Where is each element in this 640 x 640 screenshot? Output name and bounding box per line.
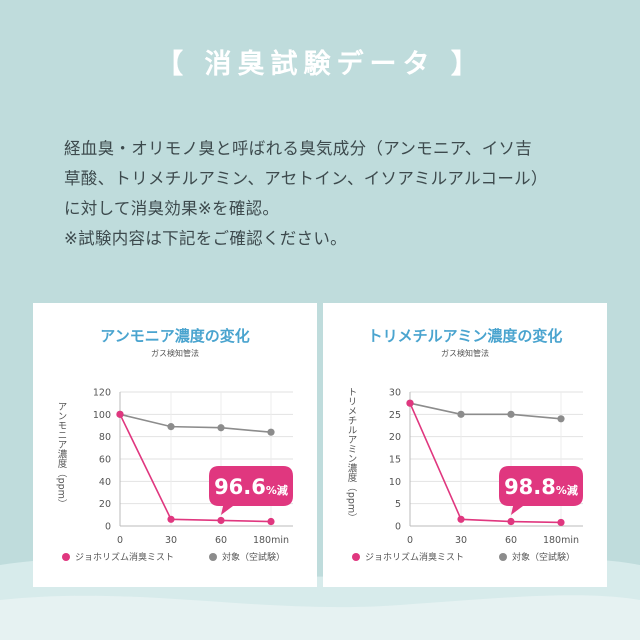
y-tick-label: 40 <box>99 477 111 488</box>
data-point-control <box>217 424 225 432</box>
page-title: 【 消臭試験データ 】 <box>156 49 484 80</box>
y-tick-label: 60 <box>99 455 111 466</box>
data-point-control <box>267 428 275 436</box>
y-tick-label: 5 <box>395 499 401 510</box>
data-point-mist <box>116 410 124 418</box>
trimethylamine-chart-panel: トリメチルアミン濃度の変化 ガス検知管法 0 5 10 15 20 25 30 0 30 60 18… <box>323 303 607 587</box>
chart-title: トリメチルアミン濃度の変化 <box>367 327 563 345</box>
y-tick-label: 10 <box>389 477 401 488</box>
reduction-suffix: 減 <box>277 483 288 497</box>
reduction-value: 98.8 <box>504 475 556 499</box>
chart-title: アンモニア濃度の変化 <box>100 327 250 345</box>
data-point-mist <box>507 517 515 526</box>
x-tick-label: 30 <box>455 535 467 546</box>
series-line-mist <box>119 413 272 523</box>
y-tick-label: 15 <box>389 455 401 466</box>
x-tick-label: 60 <box>215 535 227 546</box>
data-point-mist <box>217 516 225 525</box>
legend-marker-mist <box>62 553 70 561</box>
description-line: に対して消臭効果※を確認。 <box>64 199 280 218</box>
data-point-mist <box>557 518 565 527</box>
y-tick-label: 20 <box>389 432 401 443</box>
legend-marker-control <box>499 553 507 561</box>
legend-label-control: 対象（空試験） <box>512 551 575 563</box>
y-tick-label: 25 <box>389 410 401 421</box>
y-tick-label: 0 <box>105 522 111 533</box>
x-tick-label: 60 <box>505 535 517 546</box>
y-axis-label: トリメチルアミン濃度（ppm） <box>346 387 358 522</box>
legend-label-mist: ジョホリズム消臭ミスト <box>75 551 174 563</box>
reduction-unit: % <box>556 484 567 497</box>
series-line-mist <box>409 402 562 524</box>
reduction-suffix: 減 <box>567 483 578 497</box>
data-point-mist <box>457 515 465 523</box>
data-point-mist <box>267 517 275 526</box>
data-point-control <box>457 410 465 418</box>
data-point-control <box>167 423 175 431</box>
data-point-mist <box>406 399 414 407</box>
trimethylamine-chart: 0 5 10 15 20 25 30 0 30 60 180min トリメチルアミン濃度（ppm） 98… <box>346 387 583 563</box>
y-tick-label: 100 <box>93 410 111 421</box>
ammonia-chart: 0 20 40 60 80 100 120 0 30 60 180min アンモニア濃度（ppm） 96… <box>56 388 293 563</box>
data-point-mist <box>167 515 175 523</box>
chart-subtitle: ガス検知管法 <box>441 349 489 358</box>
x-tick-label: 0 <box>407 535 413 546</box>
legend-label-mist: ジョホリズム消臭ミスト <box>365 551 464 563</box>
y-tick-label: 30 <box>389 388 401 399</box>
reduction-label: 96.6%減 <box>214 475 288 499</box>
y-tick-label: 0 <box>395 522 401 533</box>
reduction-value: 96.6 <box>214 475 266 499</box>
reduction-badge <box>499 466 583 515</box>
description-line: 経血臭・オリモノ臭と呼ばれる臭気成分（アンモニア、イソ吉 <box>64 139 533 158</box>
data-point-control <box>507 410 515 418</box>
description: 経血臭・オリモノ臭と呼ばれる臭気成分（アンモニア、イソ吉 草酸、トリメチルアミン… <box>64 134 584 254</box>
series-line-control <box>409 402 562 420</box>
description-line: ※試験内容は下記をご確認ください。 <box>64 229 347 248</box>
y-tick-label: 80 <box>99 432 111 443</box>
reduction-label: 98.8%減 <box>504 475 578 499</box>
x-tick-label: 180min <box>543 535 579 546</box>
y-axis-label: アンモニア濃度（ppm） <box>56 402 68 509</box>
ammonia-chart-panel: アンモニア濃度の変化 ガス検知管法 0 20 40 60 80 100 120 0 30 60 18… <box>33 303 317 587</box>
data-point-control <box>557 415 565 423</box>
x-tick-label: 0 <box>117 535 123 546</box>
x-tick-label: 180min <box>253 535 289 546</box>
legend-marker-mist <box>352 553 360 561</box>
legend-marker-control <box>209 553 217 561</box>
reduction-badge <box>209 466 293 515</box>
y-tick-label: 120 <box>93 388 111 399</box>
reduction-unit: % <box>266 484 277 497</box>
series-line-control <box>119 413 272 433</box>
x-tick-label: 30 <box>165 535 177 546</box>
chart-subtitle: ガス検知管法 <box>151 349 199 358</box>
legend-label-control: 対象（空試験） <box>222 551 285 563</box>
description-line: 草酸、トリメチルアミン、アセトイン、イソアミルアルコール） <box>64 169 548 188</box>
y-tick-label: 20 <box>99 499 111 510</box>
